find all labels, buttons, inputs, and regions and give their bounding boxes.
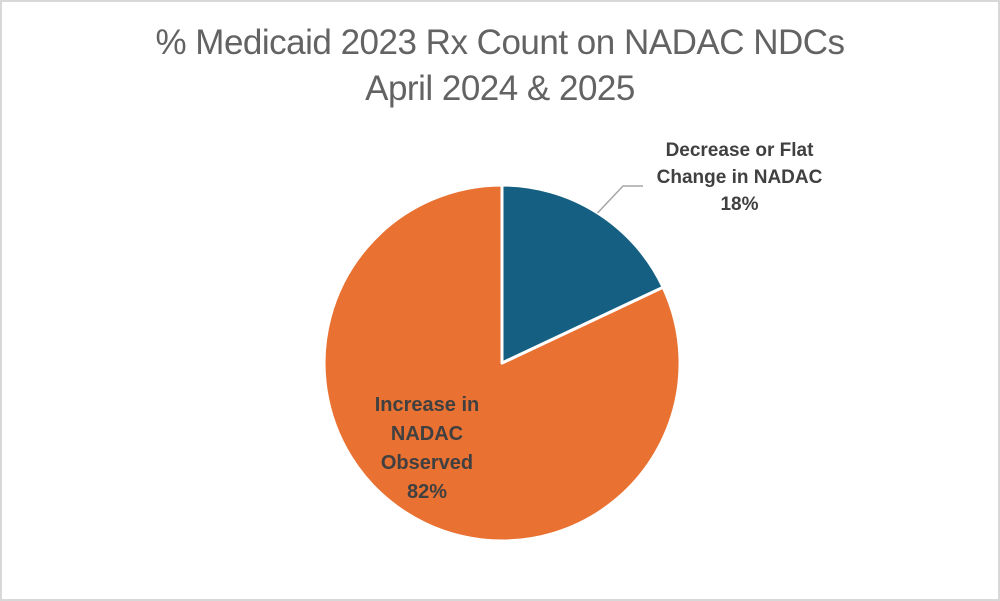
data-label-increase-line-1: Increase in <box>374 394 480 416</box>
data-label-decrease-line-1: Decrease or Flat <box>665 140 814 161</box>
data-label-increase-line-3: Observed <box>380 452 474 474</box>
data-label-decrease-line-2: Change in NADAC <box>656 167 823 188</box>
data-label-increase-observed: Increase in NADAC Observed 82% <box>342 391 512 507</box>
data-label-decrease-or-flat: Decrease or Flat Change in NADAC 18% <box>642 137 837 218</box>
data-label-increase-percent: 82% <box>406 481 448 503</box>
leader-line <box>596 185 643 214</box>
data-label-decrease-percent: 18% <box>720 194 759 215</box>
chart-title-line-1: % Medicaid 2023 Rx Count on NADAC NDCs <box>155 23 845 62</box>
data-label-increase-line-2: NADAC <box>390 423 464 445</box>
chart-title-line-2: April 2024 & 2025 <box>365 69 635 108</box>
chart-title: % Medicaid 2023 Rx Count on NADAC NDCs A… <box>2 20 998 112</box>
